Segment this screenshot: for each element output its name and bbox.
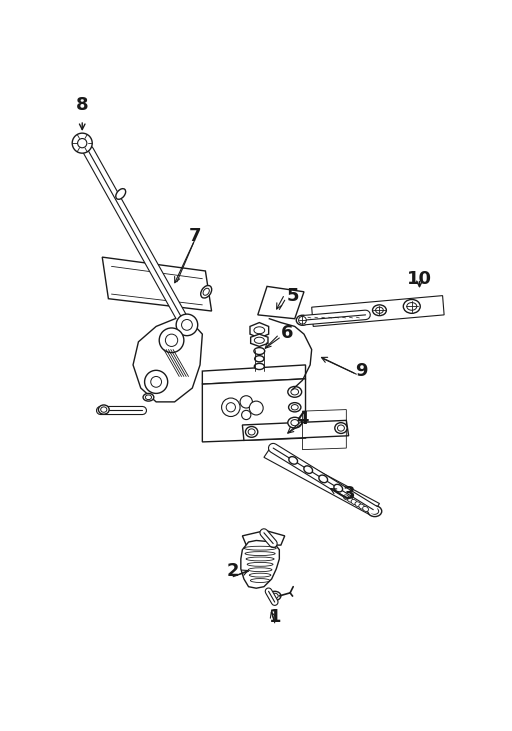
Ellipse shape (101, 407, 107, 412)
Ellipse shape (376, 307, 383, 314)
Ellipse shape (203, 288, 209, 295)
Circle shape (240, 395, 252, 408)
Ellipse shape (271, 594, 278, 599)
Polygon shape (264, 446, 379, 516)
Circle shape (151, 376, 161, 387)
Circle shape (165, 334, 178, 346)
Circle shape (72, 133, 92, 154)
Ellipse shape (289, 403, 301, 412)
Ellipse shape (289, 457, 297, 464)
Ellipse shape (335, 423, 347, 433)
Ellipse shape (254, 327, 265, 334)
Polygon shape (102, 257, 211, 311)
Ellipse shape (371, 508, 379, 515)
Ellipse shape (98, 405, 109, 414)
Ellipse shape (254, 348, 265, 355)
Ellipse shape (334, 485, 343, 492)
Ellipse shape (368, 506, 382, 517)
Circle shape (182, 319, 193, 330)
Text: 1: 1 (268, 608, 281, 626)
Text: 5: 5 (286, 287, 298, 305)
Ellipse shape (347, 497, 353, 502)
Polygon shape (242, 531, 285, 545)
Text: 6: 6 (281, 324, 293, 341)
Ellipse shape (245, 426, 258, 437)
Ellipse shape (373, 305, 387, 316)
Ellipse shape (291, 404, 298, 410)
Ellipse shape (180, 319, 189, 330)
Polygon shape (251, 334, 268, 346)
Ellipse shape (254, 356, 264, 362)
Circle shape (242, 410, 251, 420)
Polygon shape (250, 322, 269, 338)
Ellipse shape (269, 591, 281, 601)
Polygon shape (133, 315, 202, 402)
Circle shape (226, 403, 236, 412)
Ellipse shape (337, 425, 345, 431)
Ellipse shape (403, 300, 420, 314)
Polygon shape (312, 295, 444, 327)
Ellipse shape (291, 420, 298, 425)
Ellipse shape (304, 466, 312, 474)
Ellipse shape (296, 315, 309, 325)
Text: 2: 2 (227, 562, 240, 580)
Text: 9: 9 (355, 362, 368, 380)
Ellipse shape (145, 395, 152, 400)
Polygon shape (202, 379, 306, 442)
Ellipse shape (254, 337, 264, 344)
Ellipse shape (359, 504, 365, 509)
Polygon shape (242, 420, 349, 440)
Ellipse shape (116, 189, 125, 200)
Ellipse shape (254, 363, 264, 370)
Text: 3: 3 (343, 485, 355, 503)
Text: 4: 4 (296, 410, 309, 428)
Text: 7: 7 (188, 227, 201, 245)
Ellipse shape (351, 499, 357, 504)
Text: 8: 8 (76, 96, 89, 113)
Circle shape (78, 139, 87, 148)
Circle shape (222, 398, 240, 417)
Polygon shape (241, 540, 280, 588)
Ellipse shape (291, 389, 298, 395)
Ellipse shape (355, 501, 361, 507)
Ellipse shape (201, 286, 211, 298)
Ellipse shape (288, 387, 302, 397)
Ellipse shape (248, 429, 255, 435)
Ellipse shape (143, 393, 154, 401)
Polygon shape (258, 287, 304, 319)
Circle shape (144, 371, 168, 393)
Ellipse shape (407, 303, 417, 310)
Circle shape (159, 328, 184, 352)
Polygon shape (202, 365, 306, 385)
Circle shape (249, 401, 263, 415)
Ellipse shape (319, 475, 328, 482)
Circle shape (176, 314, 198, 336)
Ellipse shape (288, 417, 302, 428)
Ellipse shape (362, 507, 369, 512)
Text: 10: 10 (407, 270, 432, 288)
Ellipse shape (344, 495, 349, 500)
Circle shape (298, 317, 306, 324)
